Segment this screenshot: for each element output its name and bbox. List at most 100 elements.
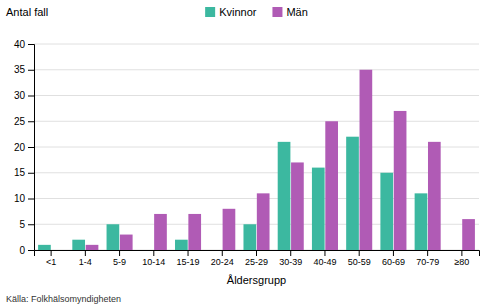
bars	[38, 70, 475, 250]
grid-line	[34, 172, 479, 173]
x-axis-line	[35, 251, 480, 257]
chart-container: 0 5 10 15 20 25 30 35 40 <1 1-4 5-9 10-14 15-19 20-24 2…	[0, 0, 491, 308]
y-tick-mark	[28, 173, 34, 174]
bar-series	[86, 70, 475, 250]
bar	[428, 142, 441, 250]
grid-line	[34, 44, 479, 45]
bar	[38, 245, 51, 250]
x-tick-mark	[324, 250, 325, 256]
x-tick: 15-19	[177, 250, 200, 267]
x-tick-mark	[427, 250, 428, 256]
bar	[380, 173, 393, 250]
x-tick-mark	[222, 250, 223, 256]
x-tick: 40-49	[313, 250, 336, 267]
bar	[51, 250, 64, 251]
grid-line	[34, 147, 479, 148]
y-tick-label: 5	[19, 219, 25, 230]
y-tick-label: 30	[14, 90, 26, 101]
grid-line	[34, 69, 479, 70]
grid	[34, 44, 479, 250]
y-tick-label: 35	[14, 64, 26, 75]
legend: Kvinnor Män	[205, 6, 308, 18]
legend-label: Män	[286, 6, 307, 18]
legend-swatch	[272, 7, 282, 17]
y-tick-label: 20	[14, 142, 26, 153]
y-tick-label: 0	[19, 245, 25, 256]
y-tick: 30	[14, 90, 34, 101]
x-tick-label: 20-24	[211, 257, 234, 267]
x-axis-title: Åldersgrupp	[227, 274, 286, 286]
x-tick-mark	[393, 250, 394, 256]
bar	[394, 111, 407, 250]
x-tick-mark	[461, 250, 462, 256]
y-tick: 25	[14, 116, 34, 127]
bar	[291, 162, 304, 250]
y-tick-mark	[28, 44, 34, 45]
y-tick-mark	[28, 96, 34, 97]
plot-area: 0 5 10 15 20 25 30 35 40 <1 1-4 5-9 10-14 15-19 20-24 2…	[14, 39, 480, 268]
grid-line	[34, 121, 479, 122]
x-tick: <1	[46, 250, 56, 267]
y-tick-label: 10	[14, 193, 26, 204]
bar	[120, 235, 133, 250]
y-axis: 0 5 10 15 20 25 30 35 40	[14, 39, 35, 256]
bar	[346, 137, 359, 250]
chart-svg: 0 5 10 15 20 25 30 35 40 <1 1-4 5-9 10-14 15-19 20-24 2…	[0, 0, 491, 308]
y-tick: 40	[14, 39, 34, 50]
bar	[223, 209, 236, 250]
legend-item: Kvinnor	[205, 6, 257, 18]
y-tick-mark	[28, 121, 34, 122]
x-tick: 60-69	[382, 250, 405, 267]
x-tick-mark	[359, 250, 360, 256]
bar	[325, 121, 338, 250]
y-tick: 35	[14, 64, 34, 75]
x-tick-label: <1	[46, 257, 56, 267]
y-tick-label: 15	[14, 167, 26, 178]
x-tick: 50-59	[348, 250, 371, 267]
x-axis: <1 1-4 5-9 10-14 15-19 20-24 25-29 30-39 40-49 50…	[35, 250, 480, 267]
bar	[72, 240, 85, 250]
legend-swatch	[205, 7, 215, 17]
x-tick-mark	[119, 250, 120, 256]
bar	[243, 224, 256, 250]
grid-line	[34, 224, 479, 225]
x-tick-label: 70-79	[416, 257, 439, 267]
x-tick-mark	[85, 250, 86, 256]
x-tick-label: 15-19	[177, 257, 200, 267]
x-tick-label: 10-14	[142, 257, 165, 267]
y-tick-label: 40	[14, 39, 26, 50]
source-text: Källa: Folkhälsomyndigheten	[6, 294, 121, 304]
x-tick: 1-4	[79, 250, 92, 267]
bar	[257, 193, 270, 250]
bar	[175, 240, 188, 250]
x-tick-mark	[290, 250, 291, 256]
y-tick-mark	[28, 147, 34, 148]
x-tick-label: 40-49	[313, 257, 336, 267]
x-tick: 10-14	[142, 250, 165, 267]
bar	[209, 250, 222, 251]
grid-line	[34, 198, 479, 199]
x-tick-mark	[153, 250, 154, 256]
x-tick: 25-29	[245, 250, 268, 267]
bar	[415, 193, 428, 250]
bar	[312, 168, 325, 250]
y-axis-title: Antal fall	[6, 6, 48, 18]
x-tick-label: ≥80	[454, 257, 469, 267]
legend-item: Män	[272, 6, 307, 18]
x-tick: 5-9	[113, 250, 126, 267]
legend-label: Kvinnor	[219, 6, 257, 18]
bar	[141, 250, 154, 251]
x-tick: 70-79	[416, 250, 439, 267]
y-tick-mark	[28, 224, 34, 225]
y-tick: 0	[19, 245, 34, 256]
bar	[188, 214, 201, 250]
y-tick: 15	[14, 167, 34, 178]
x-tick-mark	[188, 250, 189, 256]
y-tick-mark	[28, 70, 34, 71]
x-tick: 30-39	[279, 250, 302, 267]
x-tick-mark	[51, 250, 52, 256]
x-tick-mark	[256, 250, 257, 256]
bar	[360, 70, 373, 250]
x-tick-label: 25-29	[245, 257, 268, 267]
grid-line	[34, 95, 479, 96]
